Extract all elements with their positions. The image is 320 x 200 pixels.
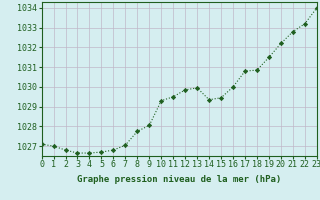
X-axis label: Graphe pression niveau de la mer (hPa): Graphe pression niveau de la mer (hPa) (77, 175, 281, 184)
